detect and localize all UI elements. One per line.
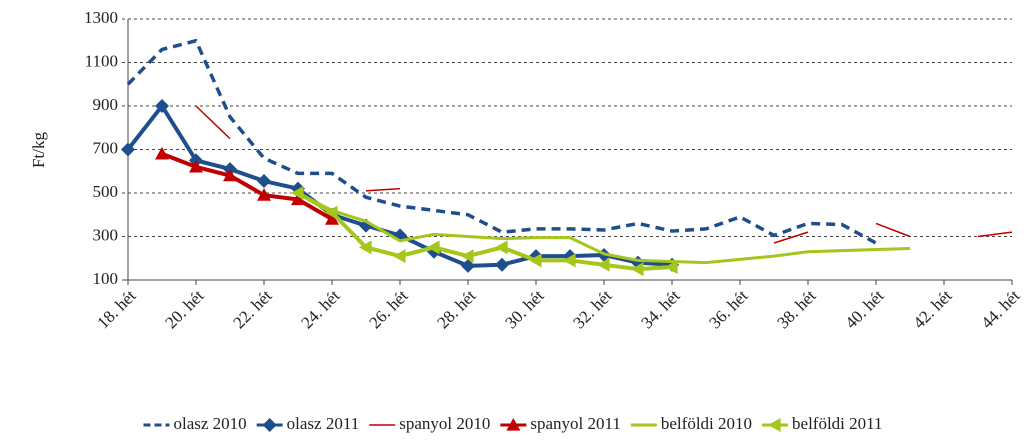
legend-label: olasz 2011 <box>287 414 360 433</box>
marker <box>359 240 372 255</box>
x-tick-label: 44. hét <box>977 286 1023 332</box>
x-tick-label: 22. hét <box>229 286 275 332</box>
y-tick-label: 1300 <box>84 8 118 27</box>
marker <box>427 240 440 255</box>
legend-label: spanyol 2010 <box>399 414 490 433</box>
marker <box>461 258 475 273</box>
series-line <box>195 105 1013 244</box>
series-line <box>161 151 333 221</box>
marker <box>155 99 169 113</box>
x-tick-label: 34. hét <box>637 286 683 332</box>
marker <box>461 249 474 264</box>
marker <box>325 212 339 225</box>
x-tick-label: 32. hét <box>569 286 615 332</box>
marker <box>325 205 338 220</box>
marker <box>768 418 781 432</box>
x-tick-label: 36. hét <box>705 286 751 332</box>
y-tick-label: 300 <box>93 225 119 244</box>
marker <box>257 188 271 201</box>
x-tick-label: 40. hét <box>841 286 887 332</box>
series-line <box>126 39 877 245</box>
x-tick-label: 24. hét <box>297 286 343 332</box>
y-tick-label: 100 <box>93 269 119 288</box>
legend: olasz 2010 olasz 2011 spanyol 2010 spanyol … <box>143 414 883 433</box>
marker <box>291 186 304 200</box>
marker <box>529 253 542 268</box>
x-tick-label: 20. hét <box>161 286 207 332</box>
marker <box>506 418 521 431</box>
marker <box>291 192 305 206</box>
marker <box>665 259 678 274</box>
marker <box>223 168 237 182</box>
marker <box>597 257 610 272</box>
marker <box>631 262 644 277</box>
marker <box>121 142 135 157</box>
y-tick-label: 700 <box>93 138 119 157</box>
y-tick-label: 1100 <box>85 51 118 70</box>
series-line <box>297 191 911 265</box>
x-tick-label: 26. hét <box>365 286 411 332</box>
marker <box>155 146 169 160</box>
marker <box>189 159 203 173</box>
y-axis-label: Ft/kg <box>29 132 48 168</box>
y-tick-label: 500 <box>93 182 119 201</box>
series-line <box>297 191 673 272</box>
marker <box>563 253 576 268</box>
x-tick-label: 42. hét <box>909 286 955 332</box>
marker <box>495 257 509 272</box>
legend-label: belföldi 2011 <box>792 414 883 433</box>
legend-label: spanyol 2011 <box>530 414 621 433</box>
marker <box>262 418 277 432</box>
x-tick-label: 28. hét <box>433 286 479 332</box>
x-tick-label: 30. hét <box>501 286 547 332</box>
marker <box>495 240 508 255</box>
x-tick-label: 38. hét <box>773 286 819 332</box>
y-tick-label: 900 <box>93 95 119 114</box>
x-tick-label: 18. hét <box>93 286 139 332</box>
marker <box>257 174 271 189</box>
marker <box>393 249 406 264</box>
legend-label: olasz 2010 <box>173 414 246 433</box>
legend-label: belföldi 2010 <box>661 414 752 433</box>
